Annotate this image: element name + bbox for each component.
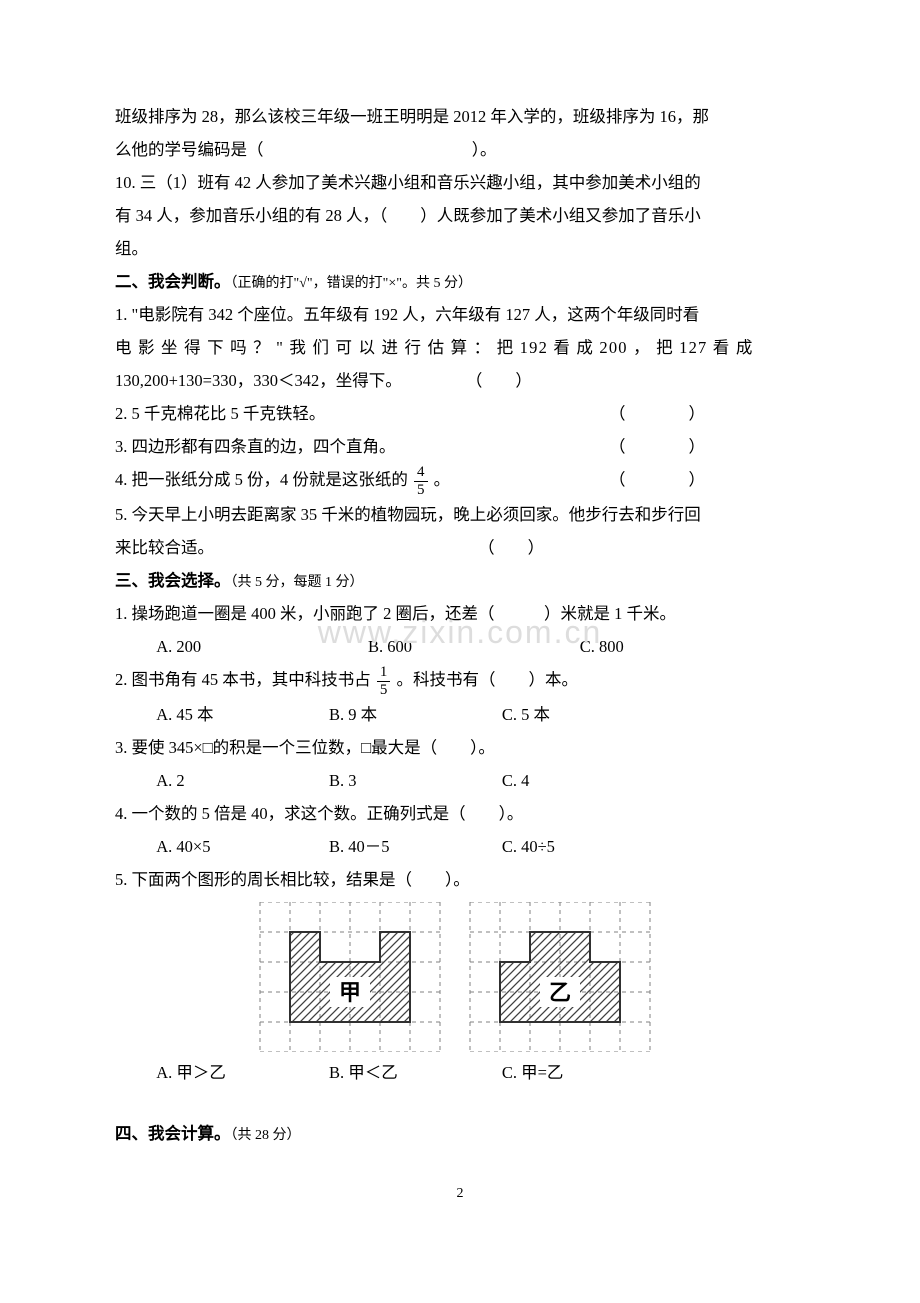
- x2-fraction: 1 5: [377, 664, 391, 698]
- j5-l2: 来比较合适。 （ ）: [115, 531, 805, 564]
- x4-options: A. 40×5 B. 40－5 C. 40÷5: [115, 830, 805, 863]
- x1-c: C. 800: [580, 630, 788, 663]
- x2-b: B. 9 本: [329, 698, 498, 731]
- j1-l3: 130,200+130=330，330＜342，坐得下。 （ ）: [115, 364, 805, 397]
- q10-line2: 有 34 人，参加音乐小组的有 28 人，（ ）人既参加了美术小组又参加了音乐小: [115, 199, 805, 232]
- perimeter-diagram-svg: 甲: [250, 902, 670, 1052]
- x5-options: A. 甲＞乙 B. 甲＜乙 C. 甲=乙: [115, 1056, 805, 1089]
- j1-l3-text: 130,200+130=330，330＜342，坐得下。: [115, 371, 402, 390]
- x4-text: 4. 一个数的 5 倍是 40，求这个数。正确列式是（ ）。: [115, 797, 805, 830]
- section2-note: （正确的打"√"，错误的打"×"。共 5 分）: [231, 276, 472, 291]
- jia-yi-diagram: 甲: [115, 902, 805, 1052]
- x2-a: A. 45 本: [156, 698, 325, 731]
- q10-line1: 10. 三（1）班有 42 人参加了美术兴趣小组和音乐兴趣小组，其中参加美术小组…: [115, 166, 805, 199]
- x2-c: C. 5 本: [502, 698, 671, 731]
- j4-suffix: 。: [434, 470, 451, 489]
- j2: 2. 5 千克棉花比 5 千克铁轻。 （ ）: [115, 397, 805, 430]
- x2-text: 2. 图书角有 45 本书，其中科技书占 1 5 。科技书有（ ）本。: [115, 663, 805, 698]
- x3-b: B. 3: [329, 764, 498, 797]
- exam-page: www.zixin.com.cn 班级排序为 28，那么该校三年级一班王明明是 …: [0, 0, 920, 1303]
- section3-note: （共 5 分，每题 1 分）: [231, 575, 364, 590]
- q9-line2: 么他的学号编码是（ ）。: [115, 133, 805, 166]
- x2-den: 5: [377, 682, 391, 699]
- x3-a: A. 2: [156, 764, 325, 797]
- j4: 4. 把一张纸分成 5 份，4 份就是这张纸的 4 5 。 （ ）: [115, 463, 805, 498]
- x2-prefix: 2. 图书角有 45 本书，其中科技书占: [115, 670, 371, 689]
- x4-c: C. 40÷5: [502, 830, 671, 863]
- j3-paren: （ ）: [609, 430, 715, 463]
- j2-text: 2. 5 千克棉花比 5 千克铁轻。: [115, 404, 325, 423]
- j4-fraction: 4 5: [414, 464, 428, 498]
- jia-label: 甲: [339, 980, 361, 1005]
- x1-a: A. 200: [156, 630, 364, 663]
- j2-paren: （ ）: [609, 397, 715, 430]
- j1-l1: 1. "电影院有 342 个座位。五年级有 192 人，六年级有 127 人，这…: [115, 298, 805, 331]
- section2-header: 二、我会判断。（正确的打"√"，错误的打"×"。共 5 分）: [115, 265, 805, 298]
- j4-paren: （ ）: [609, 463, 715, 496]
- x3-options: A. 2 B. 3 C. 4: [115, 764, 805, 797]
- j4-prefix: 4. 把一张纸分成 5 份，4 份就是这张纸的: [115, 470, 408, 489]
- x2-options: A. 45 本 B. 9 本 C. 5 本: [115, 698, 805, 731]
- j1-l2: 电 影 坐 得 下 吗 ？ " 我 们 可 以 进 行 估 算 ： 把 192 …: [115, 331, 805, 364]
- section4-note: （共 28 分）: [231, 1128, 301, 1143]
- x2-num: 1: [377, 664, 391, 682]
- j5-l2-text: 来比较合适。: [115, 538, 214, 557]
- section3-title: 三、我会选择。: [115, 571, 231, 590]
- j4-num: 4: [414, 464, 428, 482]
- j3-text: 3. 四边形都有四条直的边，四个直角。: [115, 437, 396, 456]
- section4-title: 四、我会计算。: [115, 1124, 231, 1143]
- x2-suffix: 。科技书有（ ）本。: [397, 670, 579, 689]
- grid-jia: 甲: [260, 902, 440, 1052]
- j1-paren: （ ）: [466, 371, 532, 390]
- q9-line2-suffix: ）。: [472, 140, 497, 159]
- section3-header: 三、我会选择。（共 5 分，每题 1 分）: [115, 564, 805, 597]
- j5-paren: （ ）: [478, 538, 544, 557]
- x5-text: 5. 下面两个图形的周长相比较，结果是（ ）。: [115, 863, 805, 896]
- x1-options: A. 200 B. 600 C. 800: [115, 630, 805, 663]
- j3: 3. 四边形都有四条直的边，四个直角。 （ ）: [115, 430, 805, 463]
- x5-b: B. 甲＜乙: [329, 1056, 498, 1089]
- x5-c: C. 甲=乙: [502, 1056, 671, 1089]
- x3-c: C. 4: [502, 764, 671, 797]
- j4-den: 5: [414, 482, 428, 499]
- x5-a: A. 甲＞乙: [156, 1056, 325, 1089]
- q9-line1: 班级排序为 28，那么该校三年级一班王明明是 2012 年入学的，班级排序为 1…: [115, 100, 805, 133]
- page-number: 2: [115, 1180, 805, 1208]
- j5-l1: 5. 今天早上小明去距离家 35 千米的植物园玩，晚上必须回家。他步行去和步行回: [115, 498, 805, 531]
- x4-a: A. 40×5: [156, 830, 325, 863]
- x1-text: 1. 操场跑道一圈是 400 米，小丽跑了 2 圈后，还差（ ）米就是 1 千米…: [115, 597, 805, 630]
- section4-header: 四、我会计算。（共 28 分）: [115, 1117, 805, 1150]
- yi-label: 乙: [549, 980, 571, 1005]
- x1-b: B. 600: [368, 630, 576, 663]
- section2-title: 二、我会判断。: [115, 272, 231, 291]
- x3-text: 3. 要使 345×□的积是一个三位数，□最大是（ ）。: [115, 731, 805, 764]
- grid-yi: 乙: [470, 902, 650, 1052]
- q9-line2-prefix: 么他的学号编码是（: [115, 140, 264, 159]
- q10-line3: 组。: [115, 232, 805, 265]
- x4-b: B. 40－5: [329, 830, 498, 863]
